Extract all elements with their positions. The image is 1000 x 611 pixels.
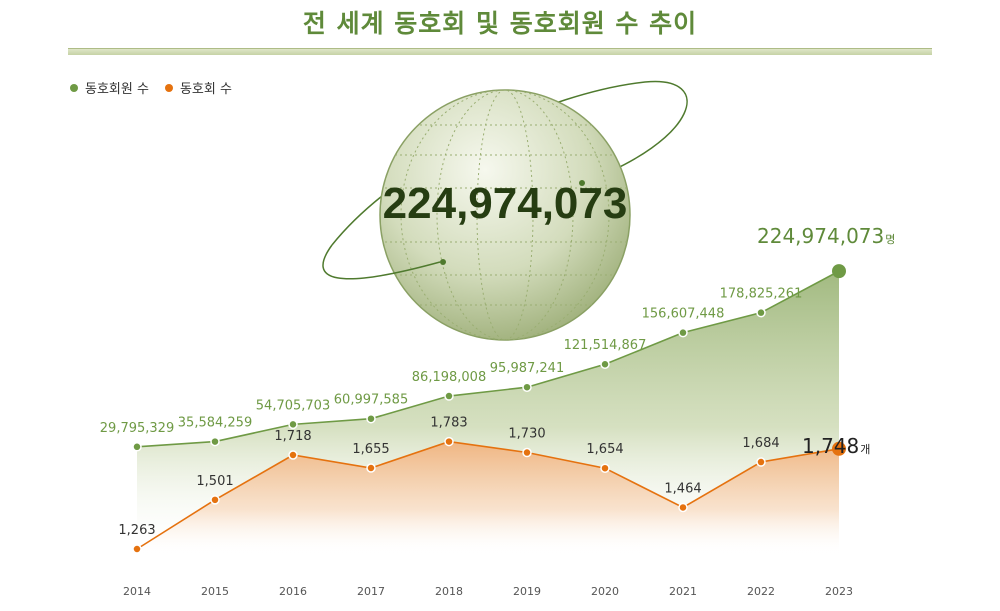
clubs-data-label-2022: 1,684	[742, 436, 779, 451]
x-tick-label-2018: 2018	[435, 585, 463, 598]
legend-item-members: 동호회원 수	[70, 78, 149, 97]
x-tick-label-2019: 2019	[513, 585, 541, 598]
line-layer	[136, 270, 840, 550]
members-point-2019	[522, 382, 532, 392]
clubs-point-2017	[366, 463, 376, 473]
legend-item-clubs: 동호회 수	[164, 78, 232, 97]
members-data-label-2017: 60,997,585	[334, 393, 408, 408]
label-layer: 29,795,329 35,584,259 54,705,703 60,997,585…	[100, 287, 803, 538]
members-point-2022	[756, 307, 766, 318]
members-point-2018	[444, 391, 454, 401]
highlight-labels: 224,974,073명 1,748개	[757, 224, 895, 458]
members-data-label-2016: 54,705,703	[256, 398, 330, 413]
clubs-point-2015	[210, 495, 220, 505]
x-tick-label-2014: 2014	[123, 585, 151, 598]
members-last-value: 224,974,073명	[757, 224, 895, 248]
globe-total-members: 224,974,073	[383, 179, 628, 228]
x-tick-label-2023: 2023	[825, 585, 853, 598]
clubs-point-2019	[522, 447, 532, 458]
x-tick-label-2016: 2016	[279, 585, 307, 598]
clubs-data-label-2017: 1,655	[352, 442, 389, 457]
clubs-data-label-2014: 1,263	[118, 523, 155, 538]
clubs-data-label-2021: 1,464	[664, 481, 701, 496]
members-point-2017	[366, 413, 376, 424]
area-layer	[137, 271, 839, 555]
clubs-last-number: 1,748	[802, 434, 859, 458]
clubs-data-label-2018: 1,783	[430, 416, 467, 431]
point-layer	[132, 264, 846, 554]
members-data-label-2018: 86,198,008	[412, 370, 486, 385]
legend: 동호회원 수 동호회 수	[70, 78, 248, 97]
x-tick-label-2020: 2020	[591, 585, 619, 598]
members-series-line	[136, 270, 840, 448]
orbit-point-front	[440, 259, 446, 265]
legend-dot-clubs	[164, 83, 173, 92]
x-tick-label-2021: 2021	[669, 585, 697, 598]
clubs-point-2023	[832, 441, 846, 456]
legend-label-members: 동호회원 수	[85, 82, 149, 97]
legend-label-clubs: 동호회 수	[179, 82, 232, 97]
clubs-point-2014	[132, 544, 142, 554]
members-data-label-2020: 121,514,867	[564, 338, 647, 353]
members-point-2014	[132, 442, 142, 452]
clubs-unit: 개	[860, 443, 870, 456]
clubs-data-label-2015: 1,501	[196, 474, 233, 489]
clubs-point-2018	[444, 436, 454, 447]
clubs-point-2020	[600, 463, 610, 473]
clubs-data-label-2016: 1,718	[274, 429, 311, 444]
clubs-area	[137, 441, 839, 555]
members-point-2016	[288, 419, 298, 430]
globe-grid	[380, 90, 630, 340]
clubs-point-2022	[756, 457, 766, 467]
x-tick-label-2022: 2022	[747, 585, 775, 598]
clubs-series-line	[136, 440, 840, 550]
members-point-2023	[832, 264, 846, 279]
clubs-data-label-2020: 1,654	[586, 442, 623, 457]
members-data-label-2015: 35,584,259	[178, 416, 252, 431]
members-data-label-2019: 95,987,241	[490, 361, 564, 376]
clubs-last-value: 1,748개	[802, 434, 870, 458]
legend-dot-members	[70, 83, 78, 92]
members-last-number: 224,974,073	[757, 224, 884, 248]
x-axis: 2014 2015 2016 2017 2018 2019 2020 2021 2022 2023	[123, 585, 853, 598]
clubs-point-2016	[288, 450, 298, 460]
members-unit: 명	[885, 233, 895, 246]
orbit-front	[322, 244, 441, 280]
x-tick-label-2015: 2015	[201, 585, 229, 598]
members-point-2021	[678, 327, 688, 338]
members-data-label-2021: 156,607,448	[642, 307, 725, 322]
members-data-label-2022: 178,825,261	[720, 287, 803, 302]
chart-title: 전 세계 동호회 및 동호회원 수 추이	[302, 9, 698, 38]
globe-illustration: 224,974,073	[322, 80, 688, 341]
orbit-point-back	[579, 180, 585, 186]
members-point-2020	[600, 359, 610, 369]
members-data-label-2014: 29,795,329	[100, 421, 174, 436]
x-tick-label-2017: 2017	[357, 585, 385, 598]
clubs-point-2021	[678, 502, 688, 513]
clubs-data-label-2019: 1,730	[508, 427, 545, 442]
title-divider	[68, 48, 932, 55]
members-point-2015	[210, 436, 220, 447]
